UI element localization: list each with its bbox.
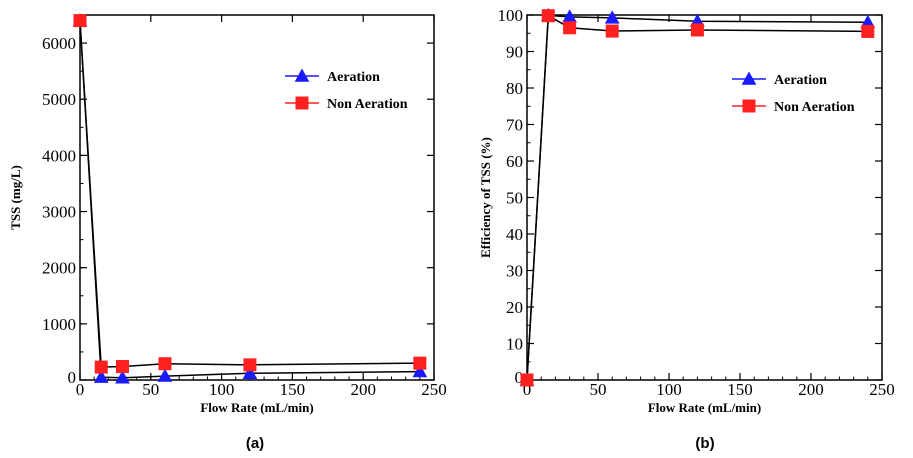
legend-label: Non Aeration [327, 97, 408, 112]
panel-label: (b) [695, 435, 714, 452]
data-point [690, 23, 704, 37]
y-tick-label: 90 [506, 43, 523, 62]
x-tick-label: 150 [280, 380, 306, 399]
x-tick-label: 50 [142, 380, 159, 399]
y-tick-label: 20 [506, 298, 523, 317]
y-tick-label: 60 [506, 152, 523, 171]
y-tick-label: 40 [506, 225, 523, 244]
data-point [861, 24, 875, 38]
y-tick-label: 6000 [42, 34, 76, 53]
legend-marker [741, 71, 757, 85]
y-tick-label: 50 [506, 189, 523, 208]
legend-label: Aeration [327, 70, 380, 85]
series-line [526, 14, 868, 381]
legend-label: Non Aeration [774, 100, 855, 115]
x-tick-label: 150 [727, 380, 753, 399]
x-tick-label: 250 [421, 380, 447, 399]
y-tick-label: 0 [68, 368, 77, 387]
x-tick-label: 0 [523, 380, 532, 399]
data-point [158, 357, 172, 371]
y-tick-label: 100 [498, 6, 524, 25]
chart-a: 0 50 100 150 200 250 0 1000 2000 3000 4000 5000 6000… [8, 13, 447, 452]
data-point [115, 370, 130, 384]
x-tick-label: 200 [350, 380, 376, 399]
legend-marker [295, 96, 309, 110]
x-tick-label: 100 [656, 380, 682, 399]
x-tick-label: 50 [590, 380, 607, 399]
x-axis-label: Flow Rate (mL/min) [200, 400, 313, 415]
data-point [605, 24, 619, 38]
y-tick-label: 3000 [42, 203, 76, 222]
y-tick-label: 1000 [42, 315, 76, 334]
data-point [94, 360, 108, 374]
legend-marker [294, 68, 310, 82]
y-axis-label: Efficiency of TSS (%) [478, 137, 493, 258]
x-tick-label: 0 [76, 380, 85, 399]
y-tick-label: 4000 [42, 146, 76, 165]
data-point [157, 368, 173, 382]
x-tick-label: 250 [869, 380, 895, 399]
panel-label: (a) [246, 435, 264, 452]
data-point [242, 365, 258, 379]
y-axis-label: TSS (mg/L) [8, 165, 23, 230]
y-tick-label: 10 [506, 335, 523, 354]
data-point [93, 369, 109, 383]
plot-frame [79, 14, 435, 381]
data-point [243, 358, 257, 372]
chart-b: 0 50 100 150 200 2500102030405060708090100Flo… [478, 6, 895, 452]
data-point [115, 360, 129, 374]
data-point [412, 364, 428, 378]
y-tick-label: 80 [506, 79, 523, 98]
data-point [520, 373, 534, 387]
legend-label: Aeration [774, 73, 827, 88]
x-axis-label: Flow Rate (mL/min) [648, 400, 761, 415]
plot-frame [526, 14, 883, 381]
y-tick-label: 2000 [42, 259, 76, 278]
y-tick-label: 5000 [42, 90, 76, 109]
data-point [604, 10, 620, 24]
x-tick-label: 100 [209, 380, 235, 399]
data-point [541, 9, 555, 23]
x-tick-label: 200 [798, 380, 824, 399]
y-tick-label: 70 [506, 116, 523, 135]
y-tick-label: 0 [515, 368, 524, 387]
legend-marker [742, 99, 756, 113]
y-tick-label: 30 [506, 262, 523, 281]
data-point [73, 14, 87, 28]
series-line [79, 20, 420, 368]
data-point [413, 356, 427, 370]
data-point [563, 21, 577, 35]
series-line [526, 14, 868, 381]
